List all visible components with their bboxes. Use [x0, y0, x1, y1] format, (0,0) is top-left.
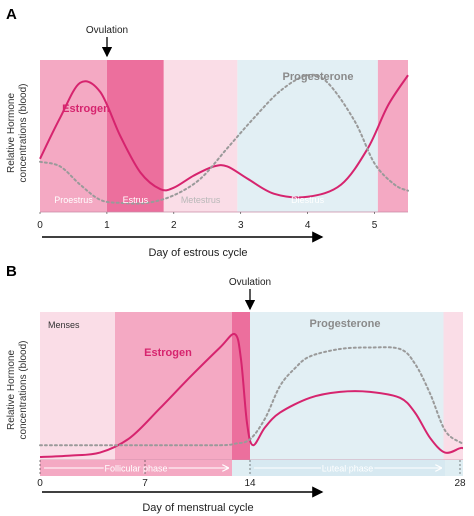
phase-label: Proestrus: [54, 195, 93, 205]
panel-a-ylabel-line1: Relative Hormone: [6, 93, 17, 173]
phase-band: [377, 60, 408, 212]
tick-label: 0: [37, 478, 43, 489]
panel-b-ylabel-line1: Relative Hormone: [6, 350, 17, 430]
phase-arrow-label: Luteal phase: [322, 464, 374, 474]
phase-band: [163, 60, 238, 212]
tick-label: 3: [238, 220, 244, 231]
estrogen-line: [39, 332, 464, 458]
phase-label: Estrus: [123, 195, 149, 205]
panel-a-letter: A: [6, 6, 17, 23]
progesterone-label: Progesterone: [310, 318, 381, 330]
estrogen-label: Estrogen: [144, 347, 192, 359]
panel-b-ylabel-line2: concentrations (blood): [18, 341, 29, 440]
tick-label: 0: [37, 220, 43, 231]
phase-label: Diestrus: [291, 195, 325, 205]
phase-label: Metestrus: [181, 195, 221, 205]
tick-label: 2: [171, 220, 177, 231]
phase-label: Menses: [48, 320, 80, 330]
tick-label: 14: [244, 478, 256, 489]
phase-band: [443, 312, 463, 460]
phase-band: [115, 312, 232, 460]
panel-b-letter: B: [6, 263, 17, 280]
panel-a-ylabel-line2: concentrations (blood): [18, 84, 29, 183]
panel-a: A Proestrus Estrus Metestrus Diestrus Estrog…: [6, 6, 409, 259]
panel-a-ovulation-label: Ovulation: [86, 25, 128, 36]
tick-label: 1: [104, 220, 110, 231]
panel-b: B Menses Follicular phase Luteal phase Estr…: [6, 263, 466, 514]
estrogen-label: Estrogen: [62, 103, 110, 115]
panel-b-ovulation-label: Ovulation: [229, 277, 271, 288]
tick-label: 28: [454, 478, 466, 489]
estrogen-line: [39, 74, 409, 199]
phase-band: [232, 312, 250, 460]
phase-band: [40, 312, 115, 460]
phase-arrow-label: Follicular phase: [104, 464, 167, 474]
tick-label: 4: [305, 220, 311, 231]
panel-b-xlabel: Day of menstrual cycle: [142, 502, 253, 514]
panel-a-xlabel: Day of estrous cycle: [148, 247, 247, 259]
phase-band: [106, 60, 164, 212]
progesterone-line: [39, 346, 464, 447]
tick-label: 5: [372, 220, 378, 231]
phase-band: [250, 312, 444, 460]
progesterone-label: Progesterone: [283, 71, 354, 83]
tick-label: 7: [142, 478, 148, 489]
progesterone-line: [39, 73, 409, 205]
